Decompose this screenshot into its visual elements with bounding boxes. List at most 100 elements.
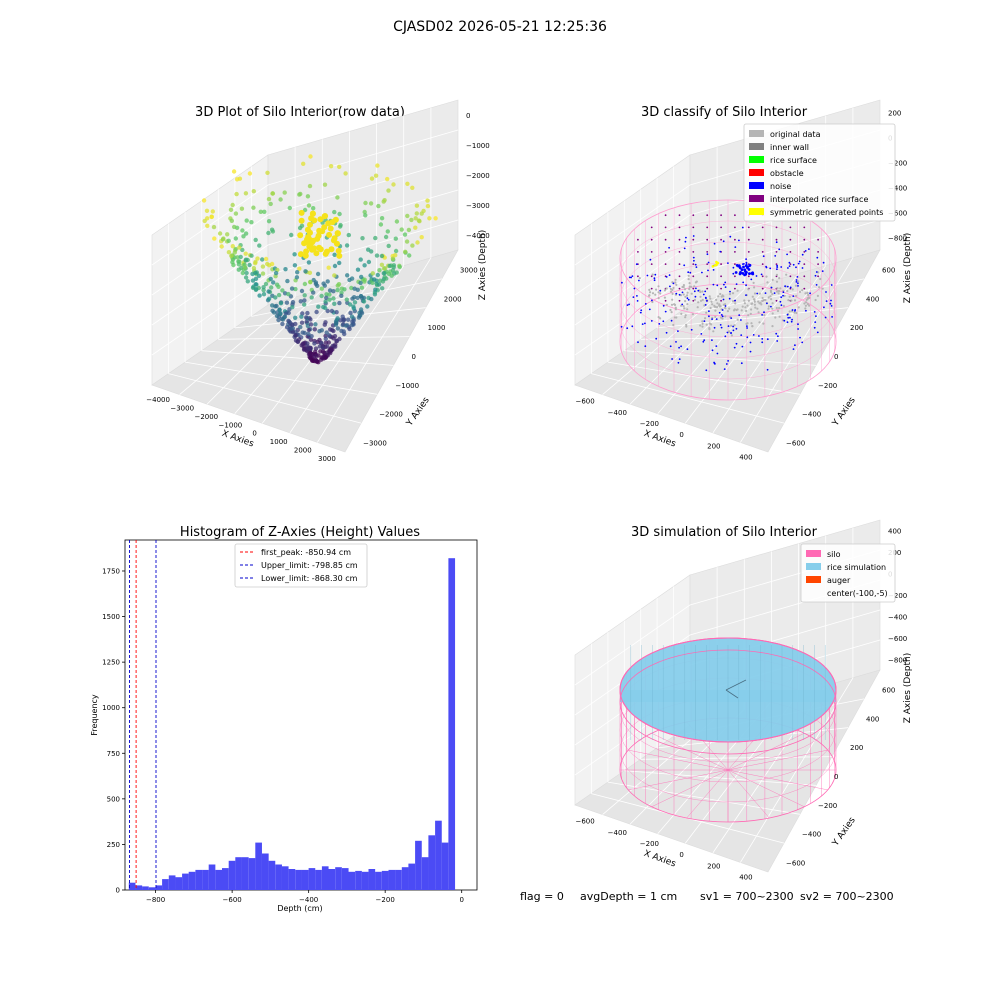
classify-noise-point: [776, 266, 779, 268]
classify-original-point: [671, 298, 674, 301]
simulation-legend-swatch: [806, 563, 821, 570]
classify-noise-point: [824, 316, 827, 319]
histogram-y-tick-label: 0: [116, 887, 120, 895]
raw-data-point: [358, 280, 363, 286]
classify-interpolated-point: [650, 251, 653, 253]
raw-y-tick-label: 0: [412, 353, 416, 361]
classify-noise-point: [769, 267, 772, 270]
classify-original-point: [672, 286, 675, 289]
raw-data-point: [337, 300, 342, 306]
classify-noise-point: [815, 315, 817, 317]
raw-data-point: [403, 249, 408, 254]
classify-interpolated-point: [803, 226, 806, 229]
classify-original-point: [711, 303, 714, 306]
raw-data-point: [212, 236, 217, 241]
histogram-y-tick-label: 1750: [102, 567, 120, 575]
raw-data-point: [327, 349, 332, 354]
classify-original-point: [688, 287, 691, 291]
classify-original-point: [684, 314, 687, 317]
raw-data-point: [375, 272, 380, 278]
raw-data-point: [331, 336, 336, 341]
raw-x-tick-label: 2000: [294, 446, 312, 454]
classify-noise-point: [780, 266, 783, 268]
classify-symmetric-point: [715, 261, 719, 265]
raw-data-point: [270, 308, 275, 313]
raw-data-point: [267, 263, 272, 268]
classify-original-point: [681, 285, 684, 289]
classify-noise-point: [814, 274, 817, 277]
classify-original-point: [747, 299, 751, 302]
raw-data-point: [337, 211, 342, 217]
classify-interpolated-point: [761, 238, 764, 241]
raw-data-point: [308, 154, 313, 159]
classify-noise-point: [735, 327, 738, 330]
simulation-x-tick-label: −200: [640, 840, 659, 848]
raw-data-point: [274, 313, 280, 319]
histogram-bar: [288, 869, 296, 890]
raw-data-point: [251, 284, 256, 289]
simulation-legend-swatch: [806, 576, 821, 583]
raw-data-point: [257, 243, 262, 248]
classify-noise-point: [659, 289, 662, 292]
classify-interpolated-point: [678, 251, 681, 253]
classify-legend-label: noise: [770, 182, 791, 191]
classify-interpolated-point: [706, 263, 709, 265]
raw-data-point: [391, 182, 396, 187]
histogram-bar: [428, 835, 436, 890]
classify-grid-line: [657, 307, 849, 329]
classify-original-point: [672, 323, 675, 327]
classify-original-point: [749, 312, 752, 315]
classify-original-point: [701, 325, 704, 328]
classify-original-point: [793, 299, 797, 302]
raw-data-point: [358, 307, 364, 312]
classify-noise-point: [716, 352, 719, 355]
raw-data-point: [321, 213, 328, 220]
simulation-z-tick-label: 400: [888, 528, 901, 536]
raw-data-point: [379, 262, 385, 267]
classify-interpolated-point: [692, 238, 695, 241]
raw-data-point: [255, 256, 260, 261]
raw-data-point: [247, 171, 253, 176]
classify-noise-point: [702, 293, 705, 296]
classify-original-point: [649, 291, 652, 294]
raw-data-point: [232, 224, 237, 230]
raw-data-point: [383, 234, 389, 240]
raw-data-point: [345, 323, 350, 328]
simulation-silo-floor-spoke: [628, 769, 729, 791]
raw-data-point: [298, 217, 305, 224]
raw-data-point: [369, 296, 374, 302]
simulation-silo-floor-spoke: [727, 749, 828, 771]
classify-noise-point: [749, 350, 752, 353]
simulation-panel-ticks: −600 −400 −200 0 200 400 −600 −400 −200 0 200 400 60…: [575, 528, 907, 882]
raw-data-point: [360, 236, 365, 241]
raw-data-point: [315, 232, 322, 239]
classify-original-point: [686, 303, 689, 306]
classify-original-point: [699, 299, 703, 302]
raw-data-point: [321, 224, 328, 231]
classify-interpolated-point: [789, 251, 792, 253]
classify-original-point: [787, 299, 790, 302]
classify-y-tick-label: −600: [786, 440, 805, 448]
classify-legend-swatch: [749, 143, 764, 150]
simulation-silo-floor-spoke: [686, 769, 729, 819]
classify-noise-point: [638, 279, 640, 282]
raw-data-point: [286, 291, 291, 297]
raw-data-point: [335, 230, 341, 237]
classify-original-point: [771, 293, 774, 296]
simulation-x-axis-label: X Axies: [642, 849, 677, 870]
classify-noise-point: [723, 368, 726, 370]
simulation-y-axis-label: Y Axies: [830, 815, 858, 848]
classify-original-point: [674, 306, 677, 309]
simulation-grid-line: [574, 604, 691, 686]
raw-x-tick-label: 1000: [270, 438, 288, 446]
raw-data-point: [305, 194, 311, 199]
histogram-bar: [142, 886, 149, 890]
classify-x-tick-label: 0: [679, 431, 683, 439]
classify-z-tick-label: −600: [888, 210, 907, 218]
classify-interpolated-point: [734, 287, 736, 290]
classify-original-point: [671, 292, 674, 295]
histogram-bar: [162, 879, 169, 890]
classify-grid-line: [591, 373, 785, 424]
classify-original-point: [767, 307, 770, 310]
raw-data-point: [240, 270, 245, 276]
